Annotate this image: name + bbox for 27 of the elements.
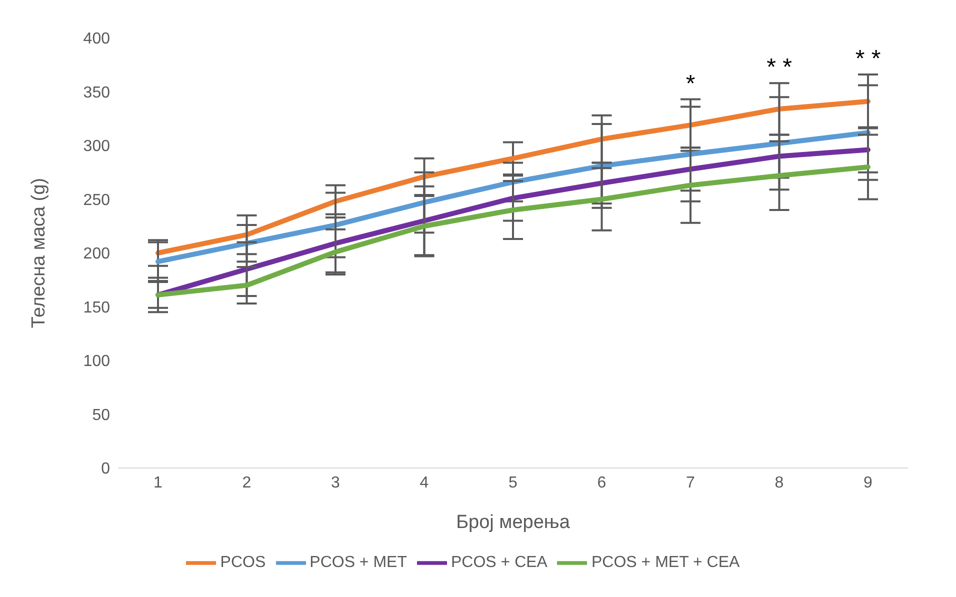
y-tick-label: 300 xyxy=(83,138,110,156)
x-tick-label: 4 xyxy=(420,474,429,492)
legend-label: PCOS + CEA xyxy=(451,554,548,572)
y-tick-label: 400 xyxy=(83,30,110,48)
x-tick-label: 5 xyxy=(508,474,518,492)
y-tick-label: 200 xyxy=(83,246,110,263)
x-tick-label: 3 xyxy=(331,474,340,492)
y-tick-label: 0 xyxy=(101,460,110,478)
x-tick-label: 2 xyxy=(242,474,252,492)
x-tick-label: 9 xyxy=(864,474,873,492)
y-axis-title: Телесна маса (g) xyxy=(28,178,50,328)
annotation: * xyxy=(686,70,696,98)
annotation: * * xyxy=(766,54,792,82)
x-tick-label: 1 xyxy=(154,474,163,492)
y-tick-label: 350 xyxy=(83,84,110,102)
y-tick-label: 50 xyxy=(92,406,110,424)
x-tick-label: 8 xyxy=(774,474,784,492)
legend-label: PCOS xyxy=(220,554,266,572)
x-axis-title: Број мерења xyxy=(456,512,570,533)
legend-label: PCOS + MET + CEA xyxy=(591,554,740,572)
y-tick-label: 150 xyxy=(83,299,110,316)
y-tick-label: 250 xyxy=(83,192,110,209)
annotation: * * xyxy=(855,46,881,73)
y-tick-label: 100 xyxy=(83,353,110,370)
legend-label: PCOS + MET xyxy=(310,554,407,572)
x-tick-label: 6 xyxy=(597,474,606,492)
x-tick-label: 7 xyxy=(686,474,696,492)
